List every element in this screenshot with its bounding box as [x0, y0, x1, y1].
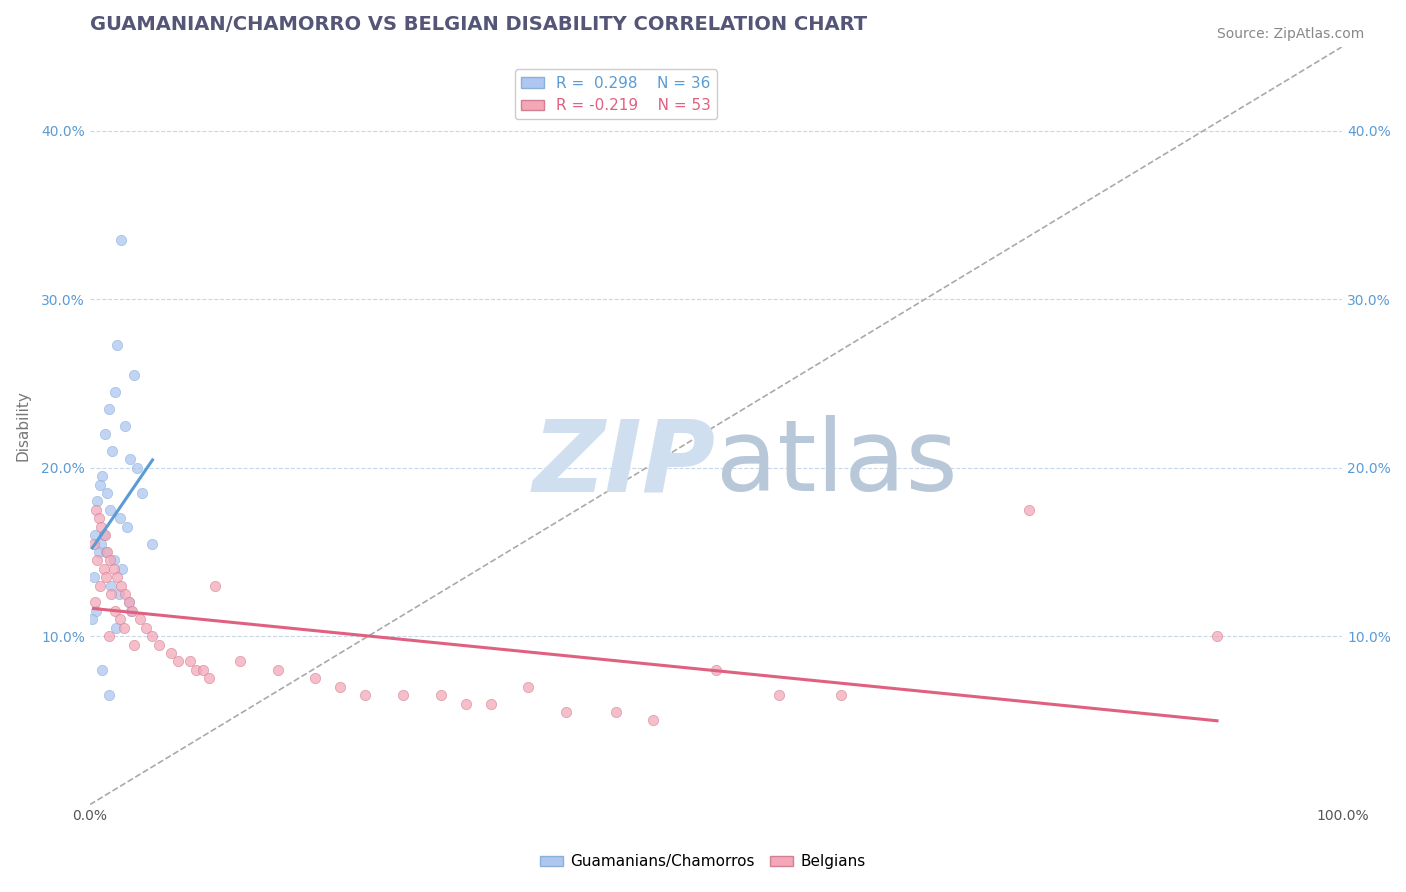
- Text: GUAMANIAN/CHAMORRO VS BELGIAN DISABILITY CORRELATION CHART: GUAMANIAN/CHAMORRO VS BELGIAN DISABILITY…: [90, 15, 868, 34]
- Point: [105, 621, 128, 635]
- Point: [141, 536, 163, 550]
- Legend: Guamanians/Chamorros, Belgians: Guamanians/Chamorros, Belgians: [534, 848, 872, 875]
- Point: [135, 621, 157, 635]
- Point: [103, 553, 125, 567]
- Point: [479, 697, 502, 711]
- Point: [103, 562, 125, 576]
- Point: [93, 528, 115, 542]
- Point: [122, 368, 145, 383]
- Point: [354, 688, 377, 702]
- Point: [94, 427, 117, 442]
- Point: [122, 638, 145, 652]
- Point: [94, 570, 117, 584]
- Point: [229, 655, 252, 669]
- Point: [186, 663, 208, 677]
- Point: [454, 697, 477, 711]
- Point: [90, 536, 112, 550]
- Point: [118, 595, 141, 609]
- Point: [84, 503, 107, 517]
- Point: [1206, 629, 1229, 643]
- Point: [110, 579, 132, 593]
- Point: [104, 384, 127, 399]
- Point: [107, 587, 129, 601]
- Text: atlas: atlas: [716, 415, 957, 512]
- Point: [830, 688, 852, 702]
- Point: [89, 477, 111, 491]
- Point: [121, 604, 143, 618]
- Point: [100, 587, 122, 601]
- Point: [117, 519, 139, 533]
- Point: [100, 579, 122, 593]
- Point: [114, 587, 136, 601]
- Point: [114, 418, 136, 433]
- Point: [83, 595, 105, 609]
- Point: [94, 528, 117, 542]
- Point: [120, 604, 142, 618]
- Point: [108, 511, 131, 525]
- Point: [768, 688, 790, 702]
- Point: [148, 638, 170, 652]
- Point: [554, 705, 576, 719]
- Point: [304, 671, 326, 685]
- Point: [94, 545, 117, 559]
- Point: [191, 663, 214, 677]
- Point: [179, 655, 201, 669]
- Point: [267, 663, 290, 677]
- Point: [87, 511, 110, 525]
- Text: Source: ZipAtlas.com: Source: ZipAtlas.com: [1216, 27, 1364, 41]
- Point: [86, 553, 108, 567]
- Point: [82, 612, 104, 626]
- Point: [84, 604, 107, 618]
- Point: [605, 705, 627, 719]
- Point: [118, 452, 141, 467]
- Y-axis label: Disability: Disability: [15, 390, 30, 461]
- Point: [97, 401, 120, 416]
- Point: [101, 444, 124, 458]
- Point: [105, 338, 128, 352]
- Point: [131, 486, 153, 500]
- Point: [97, 629, 120, 643]
- Point: [83, 536, 105, 550]
- Point: [141, 629, 163, 643]
- Point: [204, 579, 226, 593]
- Point: [91, 663, 114, 677]
- Point: [112, 621, 135, 635]
- Point: [104, 604, 127, 618]
- Point: [198, 671, 221, 685]
- Point: [91, 469, 114, 483]
- Point: [98, 553, 121, 567]
- Point: [118, 595, 141, 609]
- Point: [429, 688, 451, 702]
- Point: [96, 545, 118, 559]
- Point: [97, 688, 120, 702]
- Point: [329, 680, 352, 694]
- Point: [643, 714, 665, 728]
- Legend: R =  0.298    N = 36, R = -0.219    N = 53: R = 0.298 N = 36, R = -0.219 N = 53: [515, 70, 717, 120]
- Point: [392, 688, 415, 702]
- Point: [96, 486, 118, 500]
- Point: [166, 655, 188, 669]
- Point: [90, 519, 112, 533]
- Point: [93, 562, 115, 576]
- Point: [98, 503, 121, 517]
- Point: [127, 460, 149, 475]
- Point: [83, 528, 105, 542]
- Point: [111, 562, 134, 576]
- Point: [129, 612, 152, 626]
- Point: [105, 570, 128, 584]
- Point: [1018, 503, 1040, 517]
- Point: [110, 233, 132, 247]
- Point: [160, 646, 183, 660]
- Point: [83, 570, 105, 584]
- Text: ZIP: ZIP: [533, 415, 716, 512]
- Point: [108, 612, 131, 626]
- Point: [86, 494, 108, 508]
- Point: [87, 545, 110, 559]
- Point: [517, 680, 540, 694]
- Point: [704, 663, 727, 677]
- Point: [89, 579, 111, 593]
